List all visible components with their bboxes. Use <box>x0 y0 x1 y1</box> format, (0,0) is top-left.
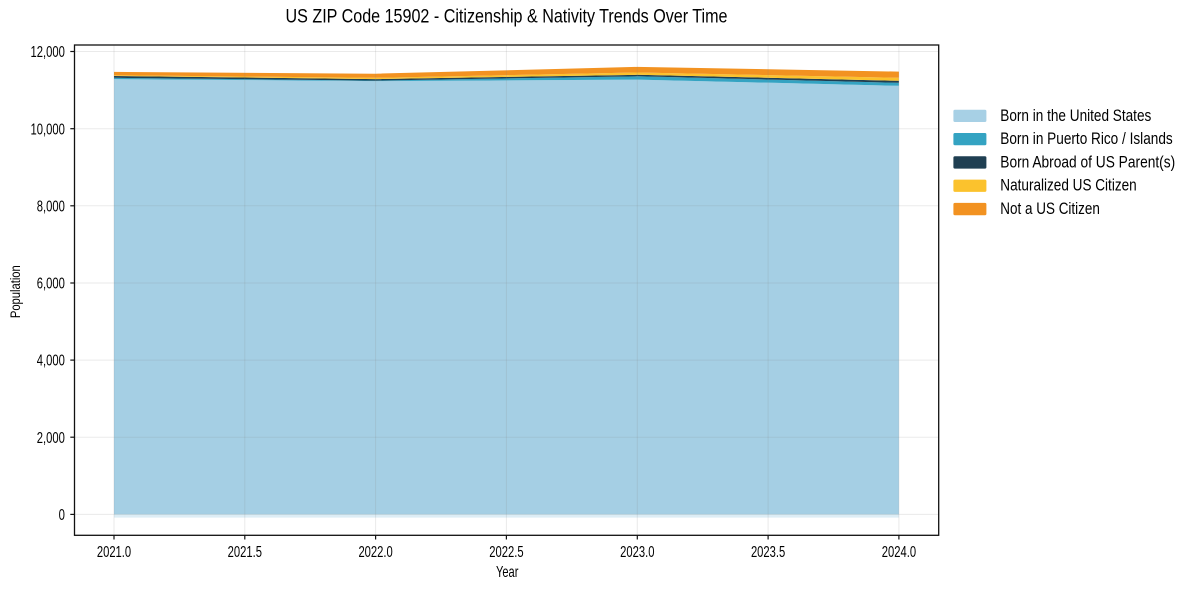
svg-text:4,000: 4,000 <box>37 353 65 370</box>
svg-text:Born in the United States: Born in the United States <box>1000 107 1151 125</box>
svg-text:10,000: 10,000 <box>31 121 65 138</box>
svg-text:Born Abroad of US Parent(s): Born Abroad of US Parent(s) <box>1000 153 1175 171</box>
svg-text:2021.0: 2021.0 <box>97 544 131 561</box>
svg-text:2022.5: 2022.5 <box>489 544 523 561</box>
svg-text:Naturalized US Citizen: Naturalized US Citizen <box>1000 177 1136 195</box>
svg-text:2021.5: 2021.5 <box>228 544 262 561</box>
svg-text:Born in Puerto Rico / Islands: Born in Puerto Rico / Islands <box>1000 130 1172 148</box>
svg-text:2,000: 2,000 <box>37 430 65 447</box>
svg-text:2024.0: 2024.0 <box>882 544 916 561</box>
svg-text:Year: Year <box>496 564 519 581</box>
svg-text:8,000: 8,000 <box>37 198 65 215</box>
svg-text:6,000: 6,000 <box>37 276 65 293</box>
svg-text:US ZIP Code 15902 - Citizenshi: US ZIP Code 15902 - Citizenship & Nativi… <box>286 6 728 28</box>
svg-text:2022.0: 2022.0 <box>358 544 392 561</box>
svg-text:2023.0: 2023.0 <box>620 544 654 561</box>
svg-text:0: 0 <box>59 507 65 524</box>
svg-text:2023.5: 2023.5 <box>751 544 785 561</box>
svg-text:Population: Population <box>8 265 23 318</box>
svg-text:12,000: 12,000 <box>31 44 65 61</box>
svg-text:Not a US Citizen: Not a US Citizen <box>1000 200 1100 218</box>
